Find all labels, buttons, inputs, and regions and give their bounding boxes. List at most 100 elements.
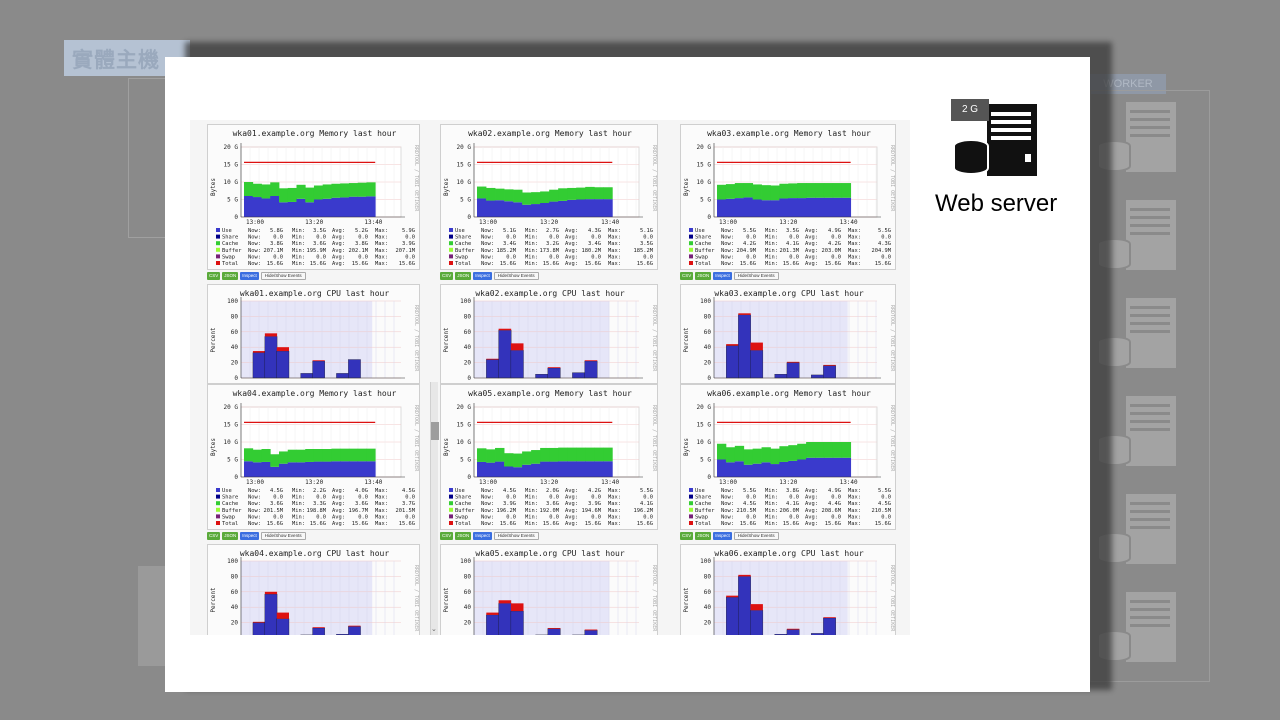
server-slot: [1130, 624, 1170, 627]
cpu-axis-label: Percent: [683, 327, 690, 353]
memory-use-bar: [340, 197, 350, 217]
hide-show-events-button[interactable]: Hide/Show Events: [493, 532, 539, 540]
legend-key: Max:: [608, 235, 621, 241]
legend-min: 15.6G: [310, 261, 326, 267]
memory-graph-panel[interactable]: wka01.example.org Memory last hour Bytes 2…: [207, 124, 420, 270]
memory-use-bar: [717, 199, 727, 217]
csv-button[interactable]: CSV: [680, 272, 694, 280]
legend-key: Now:: [248, 248, 261, 254]
cpu-graph-panel[interactable]: wka06.example.org CPU last hour Percent 10…: [680, 544, 896, 635]
cpu-graph-panel[interactable]: wka03.example.org CPU last hour Percent 10…: [680, 284, 896, 384]
inspect-button[interactable]: Inspect: [713, 272, 732, 280]
memory-graph-panel[interactable]: wka06.example.org Memory last hour Bytes 2…: [680, 384, 896, 530]
legend-key: Now:: [248, 514, 261, 520]
memory-x-tick: 13:40: [840, 219, 858, 226]
csv-button[interactable]: CSV: [440, 272, 454, 280]
legend-key: Avg:: [805, 514, 818, 520]
json-button[interactable]: JSON: [222, 532, 239, 540]
memory-use-bar: [340, 461, 350, 477]
hide-show-events-button[interactable]: Hide/Show Events: [493, 272, 539, 280]
memory-graph-panel[interactable]: wka02.example.org Memory last hour Bytes 2…: [440, 124, 658, 270]
legend-avg: 0.0: [831, 235, 841, 241]
rrdtool-watermark: RRDTOOL / TOBI OETIKER: [889, 145, 895, 212]
csv-button[interactable]: CSV: [207, 272, 221, 280]
hide-show-events-button[interactable]: Hide/Show Events: [260, 532, 306, 540]
memory-cache-bar: [340, 183, 350, 198]
hide-show-events-button[interactable]: Hide/Show Events: [260, 272, 306, 280]
inspect-button[interactable]: Inspect: [240, 272, 259, 280]
background-box: [138, 566, 168, 666]
legend-key: Now:: [481, 254, 494, 260]
legend-max: 210.5M: [872, 508, 892, 514]
legend-key: Now:: [721, 235, 734, 241]
graph-button-row: CSV JSON Inspect Hide/Show Events: [680, 531, 779, 541]
memory-graph-panel[interactable]: wka04.example.org Memory last hour Bytes 2…: [207, 384, 420, 530]
memory-axis-label: Bytes: [210, 178, 217, 196]
legend-series-name: Use: [222, 488, 232, 494]
memory-use-bar: [815, 457, 825, 477]
legend-series-name: Cache: [455, 501, 471, 507]
inspect-button[interactable]: Inspect: [473, 532, 492, 540]
scrollbar-track[interactable]: [430, 382, 438, 635]
legend-swatch: [689, 241, 693, 246]
server-slot: [1130, 616, 1170, 619]
cpu-y-tick: 60: [464, 589, 472, 596]
legend-key: Avg:: [565, 248, 578, 254]
cpu-graph-panel[interactable]: wka02.example.org CPU last hour Percent 10…: [440, 284, 658, 384]
legend-key: Min:: [292, 521, 305, 527]
legend-max: 204.9M: [872, 248, 892, 254]
memory-cache-bar: [823, 442, 834, 458]
cpu-graph-panel[interactable]: wka05.example.org CPU last hour Percent 10…: [440, 544, 658, 635]
legend-key: Max:: [848, 241, 861, 247]
cpu-user-bar: [750, 350, 764, 379]
inspect-button[interactable]: Inspect: [473, 272, 492, 280]
cpu-user-bar: [276, 618, 290, 635]
scrollbar-thumb[interactable]: [431, 422, 439, 440]
json-button[interactable]: JSON: [695, 532, 712, 540]
memory-graph: wka05.example.org Memory last hour Bytes 2…: [443, 389, 657, 527]
json-button[interactable]: JSON: [695, 272, 712, 280]
csv-button[interactable]: CSV: [440, 532, 454, 540]
json-button[interactable]: JSON: [222, 272, 239, 280]
memory-cache-bar: [752, 184, 762, 200]
legend-key: Avg:: [565, 514, 578, 520]
memory-use-bar: [486, 462, 496, 477]
legend-min: 15.6G: [543, 261, 559, 267]
json-button[interactable]: JSON: [455, 532, 472, 540]
hide-show-events-button[interactable]: Hide/Show Events: [733, 532, 779, 540]
cpu-graph-panel[interactable]: wka04.example.org CPU last hour Percent 10…: [207, 544, 420, 635]
cpu-user-bar: [348, 626, 361, 635]
legend-swatch: [689, 494, 693, 499]
legend-key: Min:: [765, 254, 778, 260]
csv-button[interactable]: CSV: [680, 532, 694, 540]
memory-axis-label: Bytes: [683, 178, 690, 196]
memory-use-bar: [366, 461, 376, 477]
legend-key: Min:: [765, 521, 778, 527]
inspect-button[interactable]: Inspect: [240, 532, 259, 540]
server-slot: [1130, 314, 1170, 317]
legend-key: Min:: [525, 228, 538, 234]
legend-series-name: Swap: [455, 514, 468, 520]
inspect-button[interactable]: Inspect: [713, 532, 732, 540]
rrdtool-watermark: RRDTOOL / TOBI OETIKER: [889, 305, 895, 372]
memory-use-bar: [567, 199, 577, 217]
memory-graph-panel[interactable]: wka05.example.org Memory last hour Bytes 2…: [440, 384, 658, 530]
csv-button[interactable]: CSV: [207, 532, 221, 540]
memory-y-tick: 5 G: [227, 197, 238, 204]
memory-x-tick: 13:40: [364, 219, 382, 226]
cpu-system-bar: [264, 591, 278, 595]
server-slot: [1130, 224, 1170, 227]
legend-now: 3.4G: [503, 241, 516, 247]
legend-series-name: Buffer: [222, 508, 242, 514]
json-button[interactable]: JSON: [455, 272, 472, 280]
legend-swatch: [449, 521, 453, 525]
legend-min: 2.2G: [313, 488, 326, 494]
scroll-down-arrow-icon[interactable]: ⌄: [431, 625, 437, 633]
cpu-graph-panel[interactable]: wka01.example.org CPU last hour Percent 10…: [207, 284, 420, 384]
memory-graph-panel[interactable]: wka03.example.org Memory last hour Bytes 2…: [680, 124, 896, 270]
legend-now: 0.0: [506, 514, 516, 520]
cpu-y-tick: 20: [704, 620, 712, 627]
memory-use-bar: [743, 197, 754, 217]
memory-cache-bar: [504, 453, 514, 467]
hide-show-events-button[interactable]: Hide/Show Events: [733, 272, 779, 280]
